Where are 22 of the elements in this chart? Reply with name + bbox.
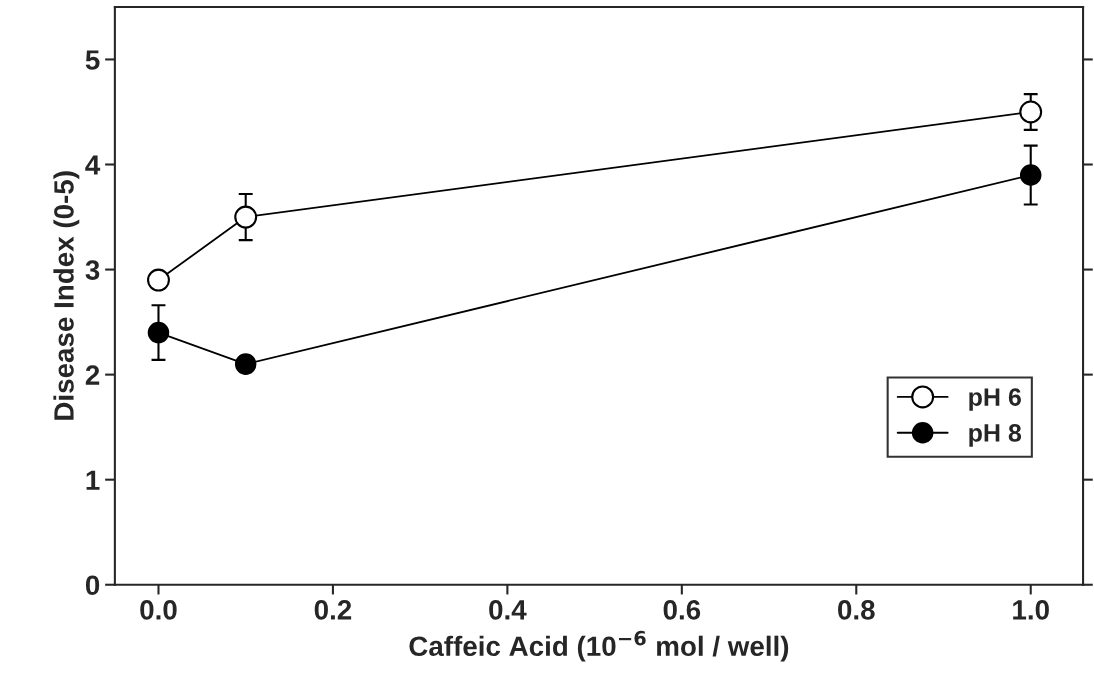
- legend-label: pH 8: [969, 424, 1022, 447]
- legend-label: pH 6: [969, 388, 1021, 411]
- x-tick-label: 0.2: [314, 600, 352, 620]
- point: [234, 205, 258, 229]
- point: [1019, 164, 1042, 186]
- x-tick-label: 0.8: [838, 600, 875, 620]
- y-tick-label: 1: [86, 470, 100, 490]
- y-tick-label: 2: [85, 365, 100, 385]
- y-tick-label: 3: [85, 260, 100, 280]
- point: [234, 353, 257, 375]
- x-tick-label: 1.0: [1013, 600, 1049, 620]
- y-tick-label: 5: [85, 50, 100, 70]
- y-axis-title: Disease Index (0-5): [53, 171, 80, 420]
- x-axis-title: Caffeic Acid (10$^{−6}$ mol / well): [409, 630, 789, 662]
- point: [147, 268, 170, 292]
- point: [1019, 100, 1043, 124]
- x-tick-label: 0.0: [140, 600, 177, 620]
- point: [147, 321, 170, 344]
- y-tick-label: 0: [85, 575, 100, 596]
- y-tick-label: 4: [85, 155, 101, 175]
- x-tick-label: 0.6: [663, 600, 701, 620]
- x-tick-label: 0.4: [489, 600, 527, 620]
